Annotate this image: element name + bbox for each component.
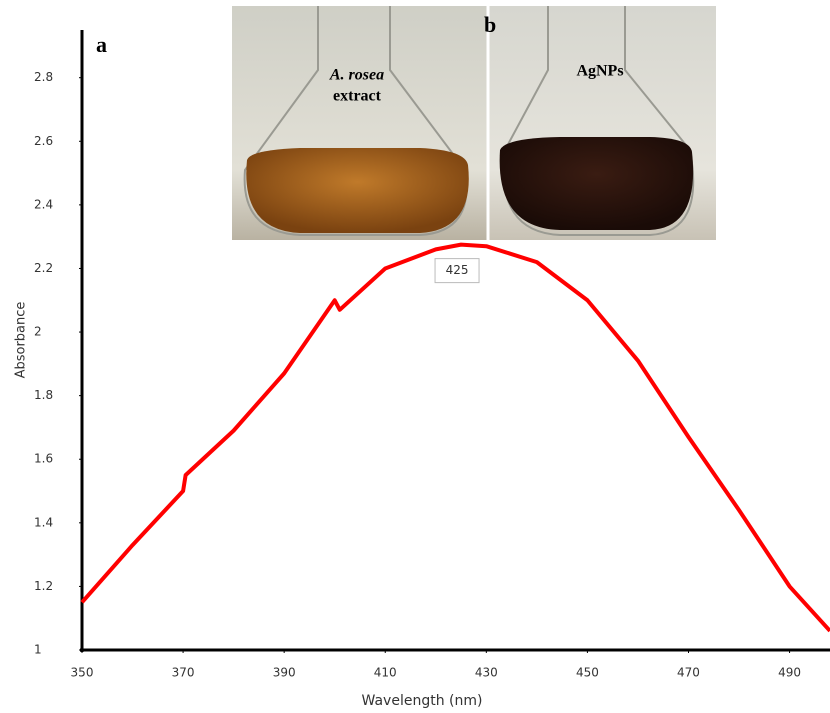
inset-label: A. rosea	[329, 67, 384, 84]
y-tick-label: 1.8	[34, 388, 53, 402]
x-tick-label: 370	[172, 666, 195, 680]
y-tick-label: 1.2	[34, 579, 53, 593]
line	[80, 242, 830, 633]
x-tick-label: 470	[677, 666, 700, 680]
x-tick-label: 430	[475, 666, 498, 680]
y-tick-label: 2	[34, 325, 42, 339]
x-tick-label: 390	[273, 666, 296, 680]
x-tick-label: 410	[374, 666, 397, 680]
annotation-box	[434, 258, 480, 284]
x-tick-label: 350	[71, 666, 94, 680]
x-tick-label: 450	[576, 666, 599, 680]
annotation: 425	[446, 263, 469, 277]
y-tick-label: 1.4	[34, 515, 53, 529]
y-tick-label: 2.4	[34, 197, 53, 211]
inset-label: AgNPs	[576, 63, 623, 80]
x-axis-label: Wavelength (nm)	[362, 693, 483, 709]
y-axis-label: Absorbance	[14, 302, 29, 379]
y-tick-label: 2.6	[34, 134, 53, 148]
y-tick-label: 1.6	[34, 452, 53, 466]
inset-photo	[232, 6, 716, 240]
panel-label: a	[96, 32, 107, 57]
y-tick-label: 1	[34, 643, 42, 657]
panel-label: b	[484, 12, 496, 37]
y-tick-label: 2.8	[34, 70, 53, 84]
inset-label: extract	[333, 88, 382, 105]
y-tick-label: 2.2	[34, 261, 53, 275]
x-tick-label: 490	[778, 666, 801, 680]
